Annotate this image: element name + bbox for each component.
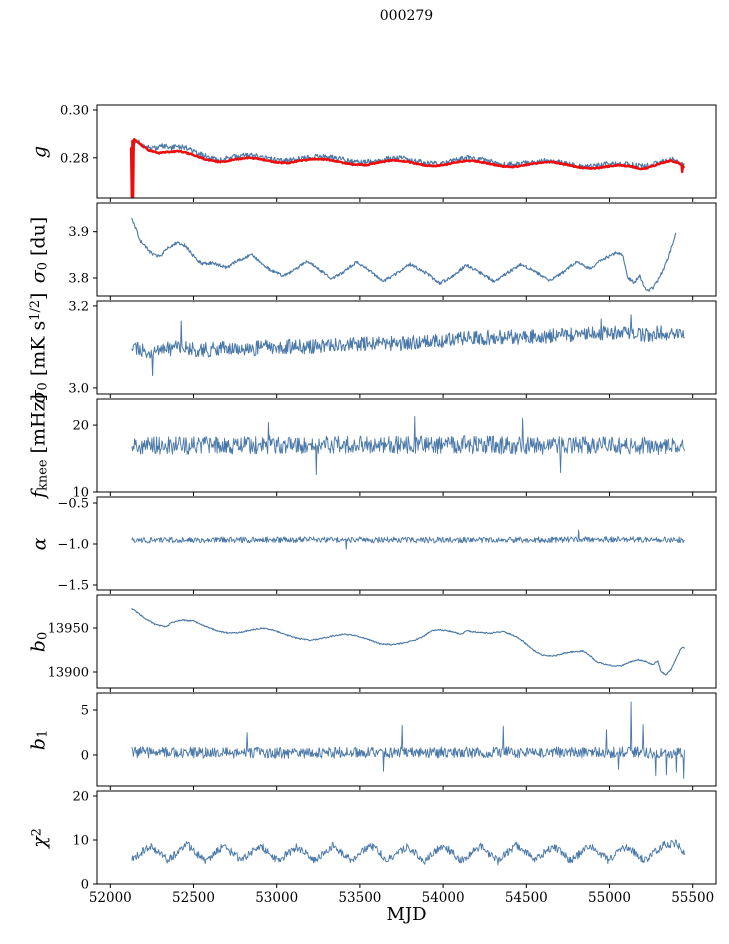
- axes-box: [96, 496, 717, 591]
- x-tick-label: 53000: [255, 890, 298, 906]
- series-g-fit: [129, 137, 685, 198]
- y-axis-label-part: 1/2: [28, 299, 44, 321]
- axes-box: [96, 594, 717, 689]
- y-axis-label-b1: b1: [27, 729, 51, 750]
- y-axis-label-part: 0: [35, 631, 51, 640]
- figure-title: 000279: [379, 8, 434, 24]
- y-axis-label-part: χ: [28, 835, 51, 848]
- series-f-knee-data: [131, 415, 685, 476]
- y-axis-label-g: g: [28, 145, 51, 158]
- panel-g: 0.28 0.30: [60, 104, 717, 202]
- panel-chi2: 0 10 20 52000 52500 53000 53500 54000 54500 55000…: [72, 790, 717, 906]
- y-axis-label-b0: b0: [27, 631, 51, 652]
- x-tick-label: 52000: [89, 890, 132, 906]
- y-tick-label: 13900: [48, 666, 89, 681]
- panel-sigma0-du: 3.8 3.9: [68, 202, 717, 300]
- y-axis-label-part: 0: [35, 381, 51, 390]
- y-tick-label: 3.9: [68, 225, 89, 240]
- y-axis-label-alpha: α: [28, 537, 51, 550]
- series-sigma0-du-data: [131, 217, 677, 292]
- x-tick-label: 55000: [588, 890, 631, 906]
- y-axis-label-part: 0: [35, 261, 51, 270]
- y-axis-label-part: 2: [29, 827, 45, 836]
- y-tick-label: −0.5: [57, 497, 89, 512]
- y-tick-label: −1.0: [57, 538, 89, 553]
- series-chi2-data: [131, 839, 685, 866]
- panel-sigma0-mK: 3.0 3.2: [68, 299, 717, 398]
- series-alpha-data: [131, 529, 685, 550]
- y-tick-label: 5: [81, 704, 89, 719]
- x-tick-label: 52500: [172, 890, 215, 906]
- panel-b0: 13900 13950: [48, 594, 717, 692]
- y-axis-label-part: [du]: [27, 216, 50, 262]
- axes-box: [96, 790, 717, 885]
- x-tick-label: 54000: [422, 890, 465, 906]
- y-axis-label-part: g: [28, 145, 51, 158]
- y-axis-label-sigma0-du: σ0 [du]: [27, 216, 51, 283]
- series-sigma0-mK-data: [131, 314, 685, 377]
- y-axis-label-f-knee: fknee [mHz]: [27, 393, 51, 498]
- panel-f-knee: 10 20: [72, 398, 717, 501]
- axes-box: [96, 104, 717, 199]
- y-axis-label-part: σ: [27, 269, 50, 283]
- series-g-data: [131, 139, 685, 170]
- y-tick-label: 20: [72, 419, 89, 434]
- y-axis-label-part: 1: [35, 729, 51, 738]
- y-tick-label: 3.8: [68, 272, 89, 287]
- y-tick-label: 0: [81, 878, 89, 893]
- y-tick-label: 3.2: [68, 299, 89, 314]
- y-axis-label-part: b: [27, 639, 50, 652]
- y-tick-label: 10: [72, 486, 89, 501]
- axes-box: [96, 398, 717, 493]
- y-axis-label-sigma0-mK: σ0 [mK s1/2]: [27, 292, 51, 403]
- x-tick-label: 54500: [505, 890, 548, 906]
- panel-b1: 05: [81, 692, 717, 790]
- y-tick-label: 10: [72, 834, 89, 849]
- y-axis-label-part: knee: [35, 459, 51, 491]
- y-axis-label-part: [mHz]: [27, 393, 50, 459]
- y-axis-label-chi2: χ2: [28, 827, 51, 848]
- x-tick-label: 53500: [338, 890, 381, 906]
- x-axis-label: MJD: [386, 904, 427, 925]
- y-tick-label: 0.30: [60, 104, 89, 119]
- series-b1-data: [131, 701, 685, 779]
- y-axis-label-part: [mK s: [27, 320, 50, 382]
- axes-box: [96, 692, 717, 787]
- panel-alpha: −1.5 −1.0 −0.5: [57, 496, 717, 594]
- y-tick-label: 0: [81, 749, 89, 764]
- y-tick-label: −1.5: [57, 579, 89, 594]
- x-tick-label: 55500: [671, 890, 714, 906]
- series-b0-data: [131, 608, 685, 676]
- y-axis-label-part: α: [28, 537, 51, 550]
- y-axis-label-part: b: [27, 737, 50, 750]
- y-axis-label-part: f: [27, 490, 50, 498]
- axes-box: [96, 300, 717, 395]
- y-tick-label: 13950: [48, 622, 89, 637]
- y-tick-label: 0.28: [60, 151, 89, 166]
- y-axis-label-part: ]: [27, 292, 50, 300]
- y-tick-label: 3.0: [68, 381, 89, 396]
- axes-box: [96, 202, 717, 297]
- y-tick-label: 20: [72, 790, 89, 805]
